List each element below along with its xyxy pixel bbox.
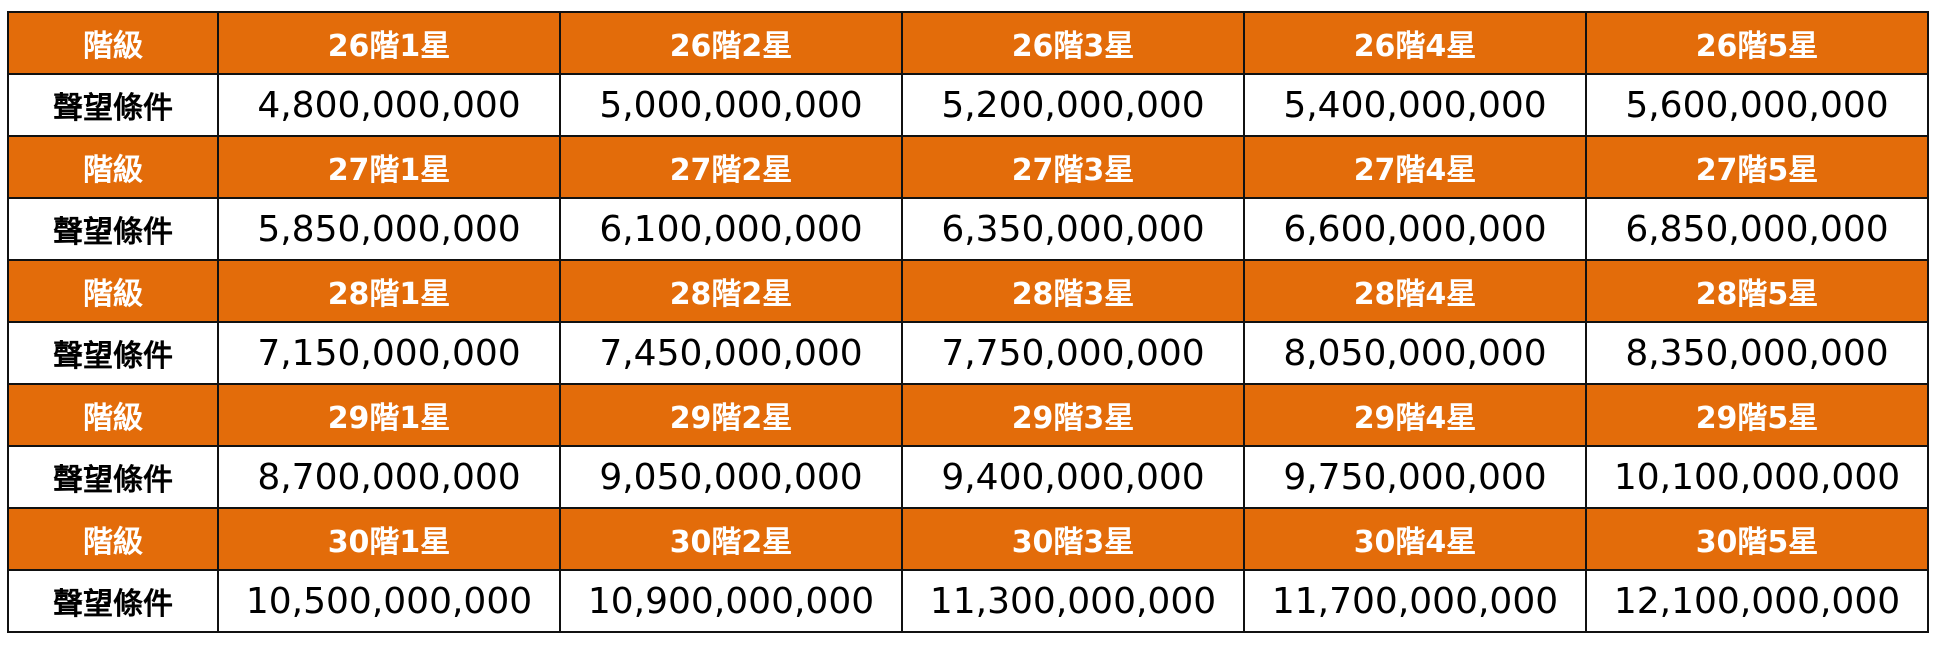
level-cell: 26階2星 (559, 11, 903, 75)
level-cell: 26階1星 (217, 11, 561, 75)
level-cell: 30階4星 (1243, 507, 1587, 571)
reputation-value-cell: 10,100,000,000 (1585, 445, 1929, 509)
level-cell: 27階2星 (559, 135, 903, 199)
level-cell: 29階3星 (901, 383, 1245, 447)
reputation-value-cell: 12,100,000,000 (1585, 569, 1929, 633)
reputation-value-cell: 10,900,000,000 (559, 569, 903, 633)
reputation-value-cell: 5,000,000,000 (559, 73, 903, 137)
level-cell: 30階2星 (559, 507, 903, 571)
level-row-label: 階級 (7, 11, 219, 75)
level-cell: 26階4星 (1243, 11, 1587, 75)
level-cell: 30階3星 (901, 507, 1245, 571)
reputation-value-cell: 4,800,000,000 (217, 73, 561, 137)
level-cell: 29階4星 (1243, 383, 1587, 447)
level-cell: 30階1星 (217, 507, 561, 571)
reputation-value-row: 聲望條件 7,150,000,000 7,450,000,000 7,750,000,… (7, 321, 1929, 385)
level-cell: 27階1星 (217, 135, 561, 199)
level-cell: 28階5星 (1585, 259, 1929, 323)
reputation-value-cell: 7,450,000,000 (559, 321, 903, 385)
reputation-value-cell: 5,200,000,000 (901, 73, 1245, 137)
level-cell: 30階5星 (1585, 507, 1929, 571)
reputation-value-cell: 6,350,000,000 (901, 197, 1245, 261)
reputation-row-label: 聲望條件 (7, 569, 219, 633)
reputation-value-row: 聲望條件 4,800,000,000 5,000,000,000 5,200,000,… (7, 73, 1929, 137)
reputation-value-cell: 8,050,000,000 (1243, 321, 1587, 385)
level-cell: 26階5星 (1585, 11, 1929, 75)
level-cell: 28階1星 (217, 259, 561, 323)
reputation-value-cell: 5,400,000,000 (1243, 73, 1587, 137)
level-header-row: 階級 30階1星 30階2星 30階3星 30階4星 30階5星 (7, 507, 1929, 571)
level-cell: 26階3星 (901, 11, 1245, 75)
reputation-value-cell: 5,850,000,000 (217, 197, 561, 261)
reputation-value-row: 聲望條件 5,850,000,000 6,100,000,000 6,350,000,… (7, 197, 1929, 261)
reputation-value-cell: 5,600,000,000 (1585, 73, 1929, 137)
reputation-value-cell: 11,300,000,000 (901, 569, 1245, 633)
level-row-label: 階級 (7, 259, 219, 323)
level-row-label: 階級 (7, 507, 219, 571)
reputation-value-row: 聲望條件 10,500,000,000 10,900,000,000 11,300,0… (7, 569, 1929, 633)
level-header-row: 階級 27階1星 27階2星 27階3星 27階4星 27階5星 (7, 135, 1929, 199)
level-cell: 27階5星 (1585, 135, 1929, 199)
reputation-value-row: 聲望條件 8,700,000,000 9,050,000,000 9,400,000,… (7, 445, 1929, 509)
reputation-value-cell: 6,600,000,000 (1243, 197, 1587, 261)
reputation-row-label: 聲望條件 (7, 321, 219, 385)
reputation-value-cell: 6,850,000,000 (1585, 197, 1929, 261)
level-cell: 28階3星 (901, 259, 1245, 323)
level-header-row: 階級 29階1星 29階2星 29階3星 29階4星 29階5星 (7, 383, 1929, 447)
level-row-label: 階級 (7, 135, 219, 199)
level-cell: 27階4星 (1243, 135, 1587, 199)
level-cell: 29階1星 (217, 383, 561, 447)
level-row-label: 階級 (7, 383, 219, 447)
table-body: 階級 26階1星 26階2星 26階3星 26階4星 26階5星 聲望條件 4,800,000… (7, 11, 1929, 633)
level-cell: 27階3星 (901, 135, 1245, 199)
reputation-value-cell: 9,050,000,000 (559, 445, 903, 509)
reputation-row-label: 聲望條件 (7, 73, 219, 137)
reputation-value-cell: 11,700,000,000 (1243, 569, 1587, 633)
reputation-value-cell: 6,100,000,000 (559, 197, 903, 261)
level-header-row: 階級 28階1星 28階2星 28階3星 28階4星 28階5星 (7, 259, 1929, 323)
reputation-value-cell: 7,750,000,000 (901, 321, 1245, 385)
reputation-row-label: 聲望條件 (7, 197, 219, 261)
reputation-row-label: 聲望條件 (7, 445, 219, 509)
reputation-value-cell: 8,700,000,000 (217, 445, 561, 509)
level-cell: 28階2星 (559, 259, 903, 323)
reputation-value-cell: 10,500,000,000 (217, 569, 561, 633)
reputation-value-cell: 7,150,000,000 (217, 321, 561, 385)
reputation-requirements-table: 階級 26階1星 26階2星 26階3星 26階4星 26階5星 聲望條件 4,800,000… (7, 11, 1929, 633)
reputation-value-cell: 9,750,000,000 (1243, 445, 1587, 509)
level-cell: 29階5星 (1585, 383, 1929, 447)
level-header-row: 階級 26階1星 26階2星 26階3星 26階4星 26階5星 (7, 11, 1929, 75)
reputation-value-cell: 8,350,000,000 (1585, 321, 1929, 385)
level-cell: 29階2星 (559, 383, 903, 447)
level-cell: 28階4星 (1243, 259, 1587, 323)
reputation-value-cell: 9,400,000,000 (901, 445, 1245, 509)
